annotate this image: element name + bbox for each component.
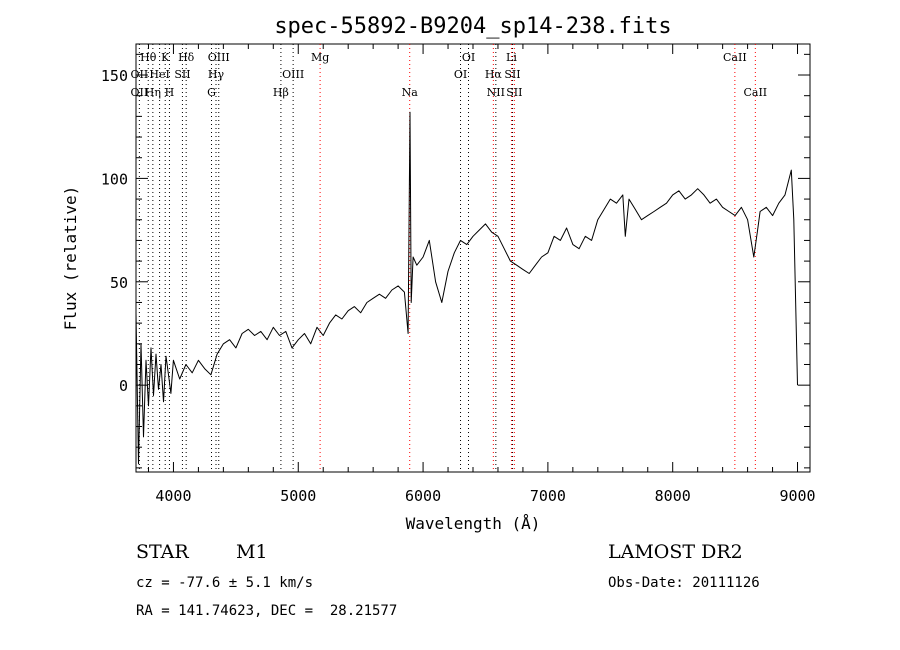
axis-tick-labels: 4000 5000 6000 7000 8000 9000 0 50 100 150 (101, 67, 816, 505)
line-label: NII (487, 86, 505, 99)
line-label: Hδ (178, 51, 195, 64)
line-label: OII (131, 68, 149, 81)
line-label: HeI (149, 68, 169, 81)
x-axis-label: Wavelength (Å) (406, 514, 541, 533)
x-tick-label: 4000 (155, 487, 191, 505)
spectrum-line (135, 111, 798, 465)
y-axis-label: Flux (relative) (61, 186, 80, 331)
line-label: SII (174, 68, 190, 81)
y-tick-label: 0 (119, 377, 128, 395)
line-label: Hα (485, 68, 503, 81)
line-label: Hθ (140, 51, 157, 64)
line-label: Hη (145, 86, 161, 99)
coords-text: RA = 141.74623, DEC = 28.21577 (136, 603, 398, 619)
axis-ticks (136, 44, 810, 472)
x-tick-label: 6000 (405, 487, 441, 505)
x-tick-label: 5000 (280, 487, 316, 505)
line-label: CaII (723, 51, 747, 64)
survey-name: LAMOST DR2 (608, 541, 743, 563)
x-tick-label: 8000 (655, 487, 691, 505)
line-label: OI (454, 68, 467, 81)
object-class: STAR (136, 541, 189, 563)
line-label: SII (504, 68, 520, 81)
plot-frame (135, 43, 811, 473)
obs-date-text: Obs-Date: 20111126 (608, 575, 760, 591)
line-label: Hγ (208, 68, 225, 81)
y-tick-label: 150 (101, 67, 128, 85)
line-label: Mg (311, 51, 329, 64)
line-label: SII (506, 86, 522, 99)
line-label: CaII (743, 86, 767, 99)
chart-title: spec-55892-B9204_sp14-238.fits (274, 14, 671, 39)
spectral-line-markers (138, 44, 756, 472)
spectrum-series (135, 111, 798, 465)
redshift-text: cz = -77.6 ± 5.1 km/s (136, 575, 314, 591)
line-label: G (207, 86, 216, 99)
y-tick-label: 100 (101, 170, 128, 188)
line-label: H (165, 86, 175, 99)
line-label: K (161, 51, 170, 64)
line-label: OIII (208, 51, 230, 64)
y-tick-label: 50 (110, 274, 128, 292)
line-label: OI (462, 51, 475, 64)
line-label: OII (131, 86, 149, 99)
line-label: Na (402, 86, 419, 99)
line-label: OIII (282, 68, 304, 81)
line-label: Hβ (273, 86, 289, 99)
x-tick-label: 9000 (779, 487, 815, 505)
line-label: Li (506, 51, 517, 64)
x-tick-label: 7000 (530, 487, 566, 505)
object-subclass: M1 (236, 541, 268, 563)
